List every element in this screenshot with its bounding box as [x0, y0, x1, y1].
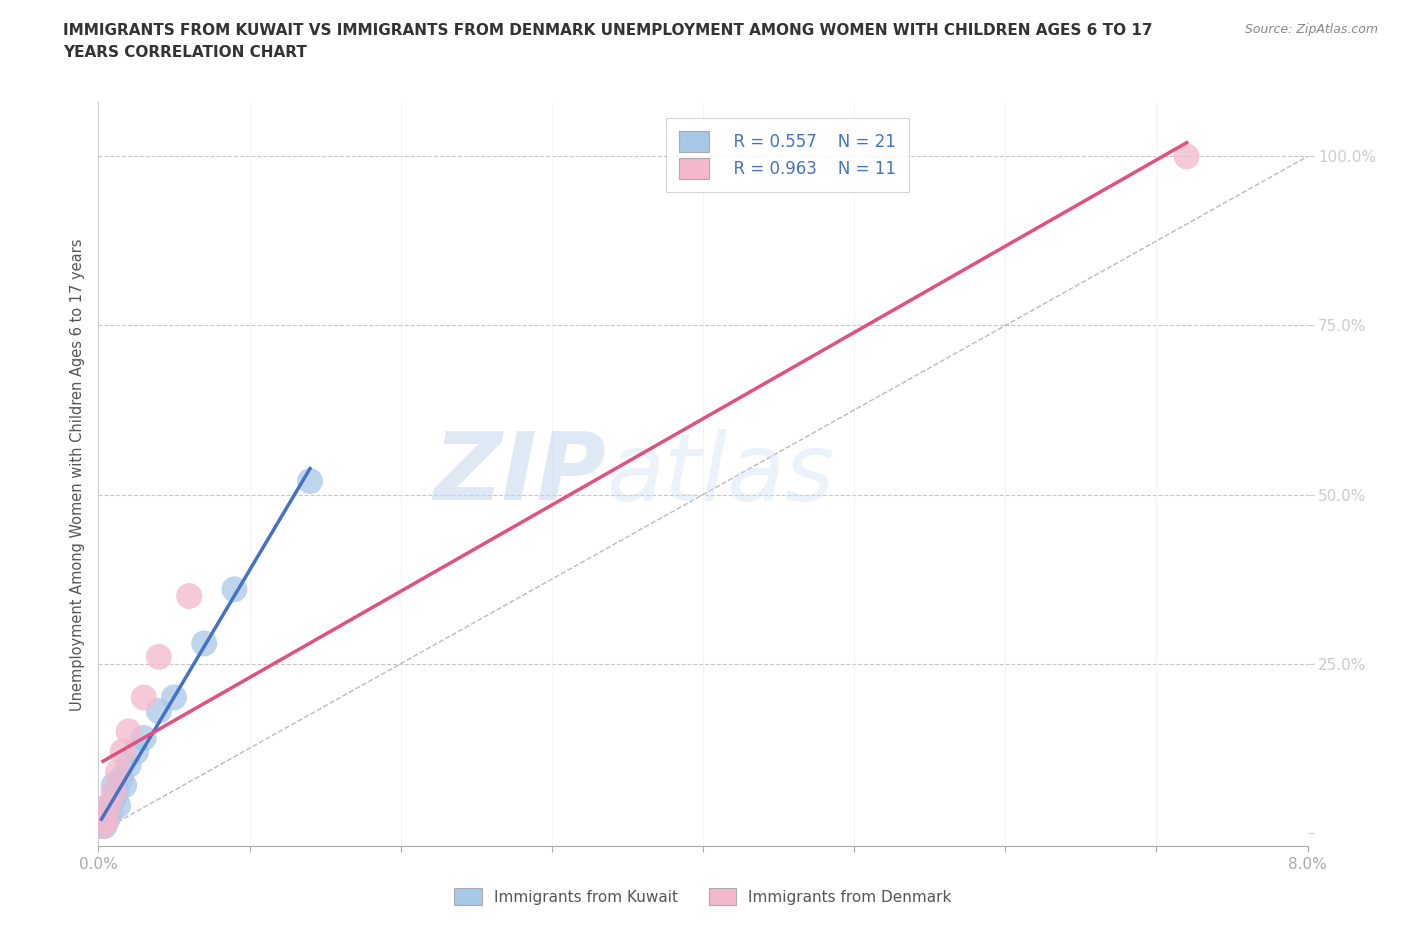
Point — [1175, 149, 1198, 164]
Point — [299, 473, 322, 488]
Point — [179, 589, 201, 604]
Point — [96, 812, 118, 827]
Legend: Immigrants from Kuwait, Immigrants from Denmark: Immigrants from Kuwait, Immigrants from … — [447, 880, 959, 913]
Point — [148, 649, 170, 664]
Point — [163, 690, 186, 705]
Point — [103, 791, 125, 806]
Point — [91, 812, 114, 827]
Point — [112, 778, 135, 793]
Point — [98, 798, 121, 813]
Point — [110, 771, 132, 786]
Point — [103, 785, 125, 800]
Point — [125, 744, 148, 759]
Point — [94, 812, 117, 827]
Y-axis label: Unemployment Among Women with Children Ages 6 to 17 years: Unemployment Among Women with Children A… — [69, 238, 84, 711]
Point — [193, 636, 215, 651]
Point — [107, 798, 129, 813]
Point — [132, 690, 155, 705]
Point — [94, 805, 117, 820]
Point — [105, 785, 128, 800]
Point — [111, 744, 134, 759]
Point — [148, 704, 170, 719]
Text: atlas: atlas — [606, 429, 835, 520]
Point — [224, 582, 246, 597]
Point — [98, 798, 121, 813]
Point — [118, 758, 141, 773]
Text: YEARS CORRELATION CHART: YEARS CORRELATION CHART — [63, 45, 307, 60]
Point — [100, 805, 122, 820]
Point — [91, 818, 114, 833]
Point — [132, 731, 155, 746]
Legend:   R = 0.557    N = 21,   R = 0.963    N = 11: R = 0.557 N = 21, R = 0.963 N = 11 — [666, 118, 910, 193]
Point — [107, 764, 129, 779]
Text: ZIP: ZIP — [433, 429, 606, 520]
Point — [93, 818, 115, 833]
Point — [90, 818, 112, 833]
Point — [103, 778, 125, 793]
Point — [118, 724, 141, 738]
Text: IMMIGRANTS FROM KUWAIT VS IMMIGRANTS FROM DENMARK UNEMPLOYMENT AMONG WOMEN WITH : IMMIGRANTS FROM KUWAIT VS IMMIGRANTS FRO… — [63, 23, 1153, 38]
Text: Source: ZipAtlas.com: Source: ZipAtlas.com — [1244, 23, 1378, 36]
